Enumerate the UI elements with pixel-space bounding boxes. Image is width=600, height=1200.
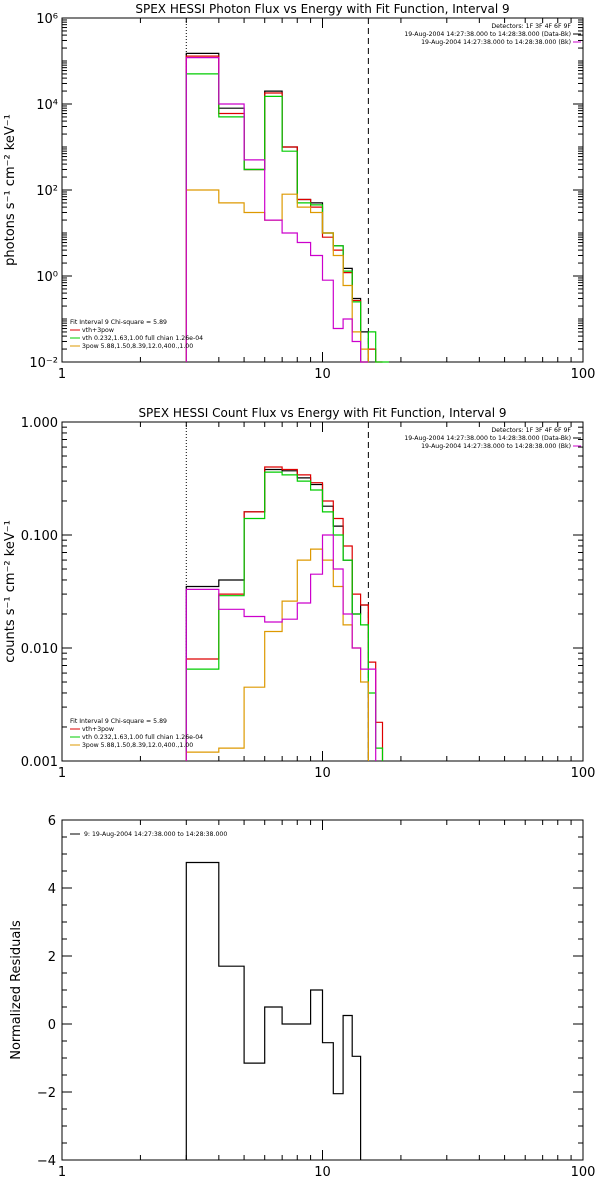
y-tick-label: 10⁻² [29,356,58,371]
y-tick-label: −2 [37,1086,56,1101]
y-axis-label: counts s⁻¹ cm⁻² keV⁻¹ [3,520,18,663]
chart-panel-1: SPEX HESSI Photon Flux vs Energy with Fi… [3,2,595,382]
x-tick-label: 10 [314,367,331,382]
info-line: 19-Aug-2004 14:27:38.000 to 14:28:38.000… [421,443,571,450]
y-tick-label: 1.000 [21,416,58,431]
y-tick-label: 2 [48,950,56,965]
x-tick-label: 10 [314,1165,331,1180]
x-tick-label: 100 [571,367,596,382]
y-tick-label: 10⁶ [36,12,58,27]
x-tick-label: 1 [58,367,66,382]
series-3-line [185,471,384,761]
y-tick-label: 0.001 [21,755,58,770]
series-1-line [185,468,369,761]
info-line: 19-Aug-2004 14:27:38.000 to 14:28:38.000… [421,39,571,46]
series-3-line [185,73,389,363]
y-tick-label: 0 [48,1018,56,1033]
info-line: 19-Aug-2004 14:27:38.000 to 14:28:38.000… [404,31,571,38]
y-tick-label: 10⁴ [36,98,58,113]
y-axis-label: photons s⁻¹ cm⁻² keV⁻¹ [3,114,18,266]
info-line: Detectors: 1F 3F 4F 6F 9F [491,23,571,30]
series-5-line [185,57,369,363]
chart-panel-2: SPEX HESSI Count Flux vs Energy with Fit… [3,406,595,781]
y-axis-label: Normalized Residuals [9,920,24,1060]
y-tick-label: 4 [48,882,56,897]
chart-title: SPEX HESSI Count Flux vs Energy with Fit… [138,406,506,420]
legend-entry: vth+3pow [82,726,114,733]
x-tick-label: 100 [571,766,596,781]
y-tick-label: 6 [48,814,56,829]
y-tick-label: 0.100 [21,529,58,544]
legend-entry: vth 0.232,1.63,1.00 full chian 1.26e-04 [82,734,203,741]
series-4-line [185,548,369,761]
info-line: 19-Aug-2004 14:27:38.000 to 14:28:38.000… [404,435,571,442]
legend-entry: 3pow 5.88,1.50,8.39,12.0,400.,1.00 [82,343,193,350]
plot-frame [61,421,584,762]
legend-entry: 9: 19-Aug-2004 14:27:38.000 to 14:28:38.… [84,831,227,838]
x-tick-label: 10 [314,766,331,781]
series-1-line [185,52,369,362]
y-tick-label: 0.010 [21,642,58,657]
legend-header: Fit Interval 9 Chi-square = 5.89 [70,319,167,326]
x-tick-label: 1 [58,766,66,781]
plot-frame [61,17,584,363]
series-4-line [185,189,369,362]
y-tick-label: 10² [36,184,58,199]
chart-panel-3: Normalized Residuals 1 10 100 −4 −2 0 2 4 6 9: 19-… [9,814,595,1180]
x-tick-label: 100 [571,1165,596,1180]
series-1-line [185,861,362,1160]
legend-entry: vth 0.232,1.63,1.00 full chian 1.26e-04 [82,335,203,342]
series-2-line [185,55,383,363]
y-tick-label: −4 [37,1154,56,1169]
info-line: Detectors: 1F 3F 4F 6F 9F [491,427,571,434]
x-tick-label: 1 [58,1165,66,1180]
legend-entry: vth+3pow [82,327,114,334]
chart-title: SPEX HESSI Photon Flux vs Energy with Fi… [135,2,509,16]
y-tick-label: 10⁰ [36,270,58,285]
legend-header: Fit Interval 9 Chi-square = 5.89 [70,718,167,725]
legend-entry: 3pow 5.88,1.50,8.39,12.0,400.,1.00 [82,742,193,749]
series-5-line [185,534,377,761]
